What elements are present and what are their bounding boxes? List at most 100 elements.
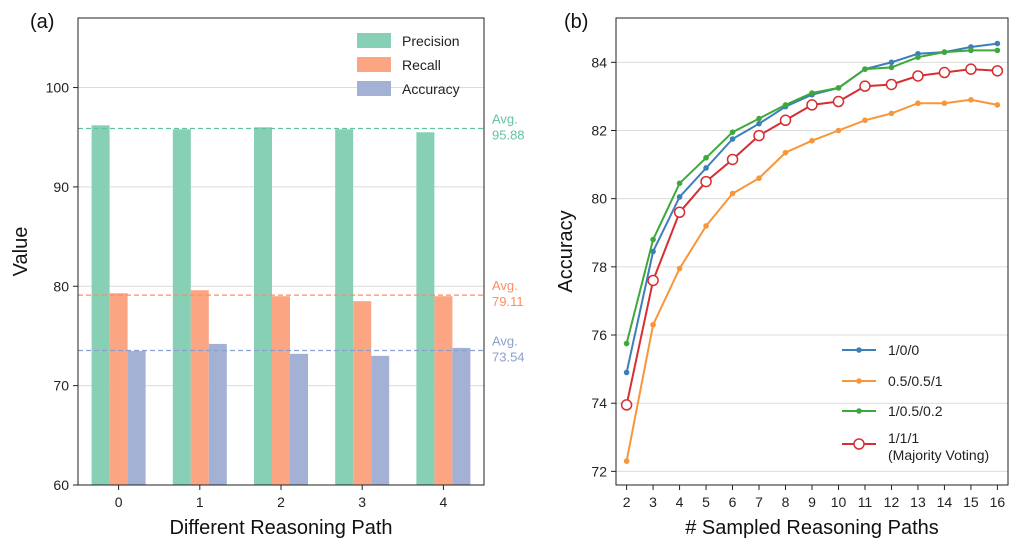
series-point — [756, 175, 762, 182]
series-point — [620, 399, 633, 411]
average-label: Avg. — [492, 111, 518, 126]
panel-b-y-tick-label: 84 — [591, 54, 607, 70]
panel-a-x-tick-label: 1 — [196, 494, 204, 510]
series-point — [726, 153, 739, 166]
series-point — [991, 65, 1004, 77]
legend-label-accuracy: Accuracy — [402, 81, 460, 97]
bar-recall-0 — [109, 293, 128, 485]
panel-b-y-tick-label: 82 — [591, 122, 607, 138]
legend-label: 1/1/1 — [888, 430, 919, 446]
series-point — [782, 149, 789, 156]
legend-swatch-recall — [357, 57, 391, 72]
bar-accuracy-2 — [290, 353, 308, 485]
series-point — [806, 99, 818, 111]
panel-b-x-tick-label: 15 — [963, 494, 979, 510]
series-point — [650, 248, 656, 255]
series-point — [835, 85, 842, 91]
panel-a-x-tick-label: 4 — [440, 494, 448, 510]
bar-recall-3 — [353, 301, 372, 485]
panel-a-y-tick-label: 80 — [53, 278, 69, 294]
panel-b-label: (b) — [564, 11, 588, 33]
series-point — [915, 100, 921, 107]
series-point — [965, 63, 977, 75]
panel-a-x-axis-label: Different Reasoning Path — [169, 517, 392, 539]
panel-a-x-tick-label: 0 — [115, 494, 123, 510]
series-point — [703, 154, 709, 161]
panel-b-y-tick-label: 80 — [591, 191, 607, 207]
panel-a-axes-frame — [77, 17, 485, 486]
series-point — [782, 102, 789, 108]
series-point — [623, 369, 630, 376]
series-point — [832, 95, 845, 108]
bar-accuracy-0 — [127, 350, 146, 485]
bar-recall-4 — [434, 296, 453, 485]
bar-precision-4 — [416, 132, 435, 485]
panel-a-y-tick-label: 60 — [53, 477, 69, 493]
bar-precision-0 — [91, 125, 110, 485]
legend-label-recall: Recall — [402, 57, 441, 73]
series-point — [676, 180, 683, 187]
panel-b-x-tick-label: 11 — [858, 494, 873, 510]
series-point — [835, 127, 842, 134]
panel-b-axes-frame — [615, 17, 1009, 486]
panel-b-y-tick-label: 76 — [591, 327, 607, 343]
average-label: Avg. — [492, 278, 518, 293]
panel-b-x-tick-label: 8 — [782, 494, 790, 510]
series-point — [885, 78, 898, 91]
bar-precision-2 — [254, 127, 272, 485]
series-point — [941, 100, 948, 107]
panel-b-y-tick-label: 74 — [591, 395, 607, 411]
legend-marker — [856, 408, 862, 414]
series-point — [703, 223, 709, 229]
series-point — [859, 80, 871, 92]
panel-b-legend: 1/0/0 0.5/0.5/1 1/0.5/0.2 1/1/1(Majority Vo… — [842, 342, 989, 463]
panel-b-x-tick-label: 5 — [702, 494, 710, 510]
panel-a-bars — [91, 125, 471, 486]
bar-precision-3 — [335, 129, 354, 486]
series-line — [625, 68, 998, 406]
average-value: 95.88 — [492, 127, 525, 142]
bar-precision-1 — [172, 129, 191, 486]
bar-accuracy-4 — [452, 347, 471, 485]
panel-b-lines — [620, 40, 1004, 464]
panel-a-y-axis-label: Value — [10, 227, 32, 277]
panel-b-y-tick-label: 72 — [591, 463, 607, 479]
series-point — [647, 274, 659, 287]
panel-b-y-tick-label: 78 — [591, 259, 607, 275]
legend-marker — [853, 438, 865, 450]
panel-a-y-tick-label: 100 — [46, 80, 70, 96]
series-point — [809, 137, 815, 144]
series-1 — [623, 97, 1001, 464]
series-point — [729, 129, 736, 135]
series-point — [888, 64, 895, 71]
panel-b-x-tick-label: 10 — [831, 494, 847, 510]
legend-swatch-accuracy — [357, 81, 391, 96]
legend-label: 1/0.5/0.2 — [888, 403, 943, 419]
panel-b-x-tick-label: 14 — [937, 494, 953, 510]
series-point — [938, 66, 951, 79]
bar-accuracy-3 — [371, 355, 390, 485]
legend-marker — [856, 378, 862, 384]
series-point — [888, 59, 895, 66]
series-point — [968, 97, 974, 103]
series-point — [673, 206, 686, 219]
series-point — [994, 102, 1001, 108]
series-point — [623, 458, 630, 464]
panel-a-y-tick-label: 70 — [53, 378, 69, 394]
series-point — [756, 115, 762, 122]
panel-a-legend: Precision Recall Accuracy — [357, 33, 460, 97]
panel-b-x-tick-label: 9 — [808, 494, 816, 510]
series-point — [915, 54, 921, 61]
series-point — [753, 129, 765, 142]
average-label: Avg. — [492, 333, 518, 348]
panel-b-x-tick-label: 2 — [623, 494, 631, 510]
series-point — [650, 236, 656, 243]
legend-label-precision: Precision — [402, 33, 460, 49]
series-point — [994, 40, 1001, 47]
bar-recall-2 — [272, 296, 290, 485]
